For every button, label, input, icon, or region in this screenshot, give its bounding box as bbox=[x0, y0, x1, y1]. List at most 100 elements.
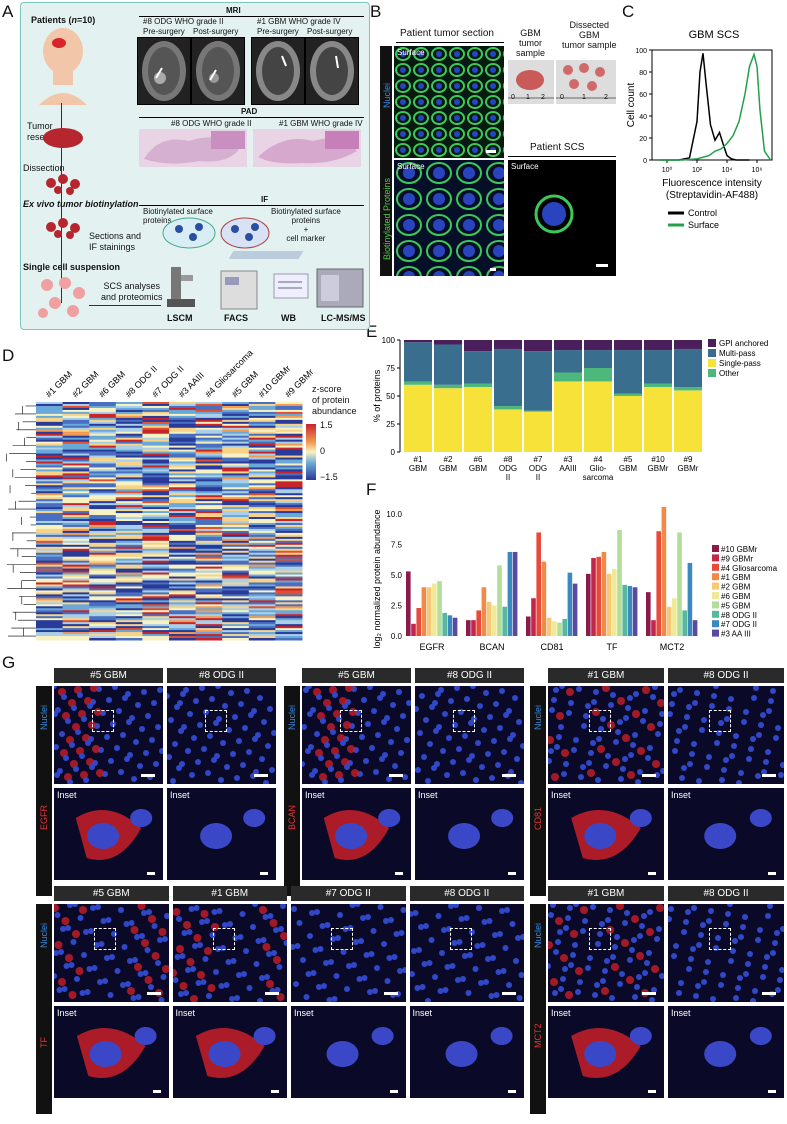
e-bar-other bbox=[644, 383, 672, 388]
g-marker-label: EGFR bbox=[39, 804, 49, 830]
b-dissected-label: Dissected GBM tumor sample bbox=[562, 20, 617, 50]
g-sample-title: #5 GBM bbox=[302, 668, 411, 683]
c-ytick: 100 bbox=[635, 48, 647, 55]
e-bar-gpi-anchored bbox=[614, 340, 642, 351]
f-bar bbox=[586, 573, 591, 636]
f-bar bbox=[471, 620, 476, 636]
g-nuclei-label: Nuclei bbox=[39, 922, 49, 948]
e-bar-single-pass bbox=[644, 387, 672, 452]
g-sample-title: #1 GBM bbox=[172, 886, 287, 901]
e-ytick: 50 bbox=[386, 392, 395, 401]
e-category-label: ODG bbox=[499, 464, 517, 473]
g-overview-image bbox=[54, 686, 163, 784]
e-bar-other bbox=[614, 393, 642, 396]
wb-label: WB bbox=[281, 313, 296, 323]
e-bar-gpi-anchored bbox=[464, 340, 492, 352]
f-category-label: TF bbox=[607, 642, 618, 652]
e-legend-swatch bbox=[708, 359, 716, 367]
if-cells-illustration bbox=[162, 217, 270, 249]
f-legend-swatch bbox=[712, 601, 719, 609]
g-overview-image bbox=[668, 686, 784, 784]
mri-pre-2: Pre-surgery bbox=[257, 27, 299, 36]
single-cells-icon bbox=[38, 277, 85, 318]
e-ytick: 100 bbox=[382, 336, 396, 345]
facs-instrument-icon bbox=[220, 270, 258, 310]
f-bar bbox=[687, 562, 693, 636]
facs-label: FACS bbox=[224, 313, 249, 323]
d-scale-tick-mid: 0 bbox=[320, 446, 326, 456]
panel-b: Patient tumor section Nuclei Biotinylate… bbox=[380, 20, 620, 278]
e-bar-multi-pass bbox=[464, 351, 492, 384]
b-surface-label-2: Surface bbox=[397, 162, 425, 171]
e-bar-single-pass bbox=[434, 388, 462, 452]
wb-blot-icon bbox=[273, 273, 309, 299]
f-bar bbox=[481, 587, 487, 636]
e-legend-label: Single-pass bbox=[719, 359, 761, 368]
c-ylabel: Cell count bbox=[626, 83, 637, 128]
f-bar bbox=[492, 605, 497, 636]
e-ytick: 25 bbox=[386, 420, 395, 429]
f-bar bbox=[627, 586, 633, 636]
e-category-label: #7 bbox=[534, 455, 543, 464]
e-bar-other bbox=[584, 368, 612, 382]
f-bar bbox=[651, 620, 656, 636]
e-bar-gpi-anchored bbox=[554, 340, 582, 351]
f-category-label: MCT2 bbox=[660, 642, 685, 652]
zscore-colorbar bbox=[306, 424, 316, 480]
f-legend-label: #3 AA III bbox=[721, 630, 751, 639]
e-category-label: GBM bbox=[469, 464, 488, 473]
g-inset-label: Inset bbox=[175, 1008, 196, 1018]
c-ytick: 20 bbox=[639, 136, 647, 143]
e-bar-other bbox=[554, 372, 582, 382]
e-bar-multi-pass bbox=[434, 344, 462, 385]
f-bar bbox=[591, 558, 596, 636]
c-xlabel-line: (Streptavidin-AF488) bbox=[666, 190, 758, 201]
e-bar-multi-pass bbox=[644, 350, 672, 384]
e-bar-other bbox=[674, 387, 702, 391]
g-overview-image bbox=[548, 904, 664, 1002]
e-bar-single-pass bbox=[524, 411, 552, 452]
g-sample-title: #8 ODG II bbox=[409, 886, 524, 901]
c-ytick: 60 bbox=[639, 92, 647, 99]
g-nuclei-label: Nuclei bbox=[533, 704, 543, 730]
mri-image-4 bbox=[305, 37, 359, 105]
e-bar-gpi-anchored bbox=[644, 340, 672, 351]
pad-image-gbm bbox=[253, 129, 361, 167]
chart-c: GBM SCS 0 20 40 60 80 100 10⁰ 10² 10⁴ 10⁶ Cell cou… bbox=[626, 29, 773, 230]
e-category-label: Glio- bbox=[590, 464, 607, 473]
g-inset-image: Inset bbox=[54, 1006, 169, 1098]
e-legend-swatch bbox=[708, 349, 716, 357]
panel-a-workflow: Patients (n=10) MRI #8 ODG WHO grade II … bbox=[20, 2, 370, 330]
b-nuclei-label: Nuclei bbox=[382, 82, 392, 108]
e-category-label: #5 bbox=[624, 455, 633, 464]
f-bar bbox=[442, 612, 447, 636]
f-category-label: EGFR bbox=[419, 642, 445, 652]
f-legend-swatch bbox=[712, 610, 719, 618]
f-bar bbox=[612, 569, 617, 636]
e-bar-gpi-anchored bbox=[494, 340, 522, 349]
c-axes-frame bbox=[651, 49, 773, 161]
g-inset-image: Inset bbox=[668, 788, 784, 880]
e-ytick: 75 bbox=[386, 364, 395, 373]
g-overview-image bbox=[172, 904, 287, 1002]
e-legend-label: GPI anchored bbox=[719, 339, 768, 348]
patient-head-illustration bbox=[39, 28, 87, 105]
g-inset-image: Inset bbox=[291, 1006, 406, 1098]
b-patient-scs-title: Patient SCS bbox=[530, 142, 585, 153]
f-ytick: 10.0 bbox=[386, 510, 402, 519]
e-category-label: #1 bbox=[414, 455, 423, 464]
bio-surface-label-2: Biotinylated surface proteins + cell mar… bbox=[271, 207, 341, 243]
g-overview-image bbox=[54, 904, 169, 1002]
e-bar-single-pass bbox=[554, 381, 582, 452]
f-bar bbox=[682, 610, 687, 636]
bio-surface-label-1: Biotinylated surface proteins bbox=[143, 207, 213, 225]
f-legend-label: #9 GBMr bbox=[721, 554, 753, 563]
g-sample-title: #8 ODG II bbox=[167, 668, 276, 683]
f-bar bbox=[502, 606, 507, 636]
f-bar bbox=[411, 623, 416, 636]
panel-label-f: F bbox=[366, 480, 377, 499]
mri-image-2 bbox=[191, 37, 245, 105]
f-bar bbox=[512, 551, 518, 636]
chart-f: 0.0 2.5 5.0 7.5 10.0 log₂ normalized protein … bbox=[372, 506, 778, 652]
f-legend-swatch bbox=[712, 582, 719, 590]
